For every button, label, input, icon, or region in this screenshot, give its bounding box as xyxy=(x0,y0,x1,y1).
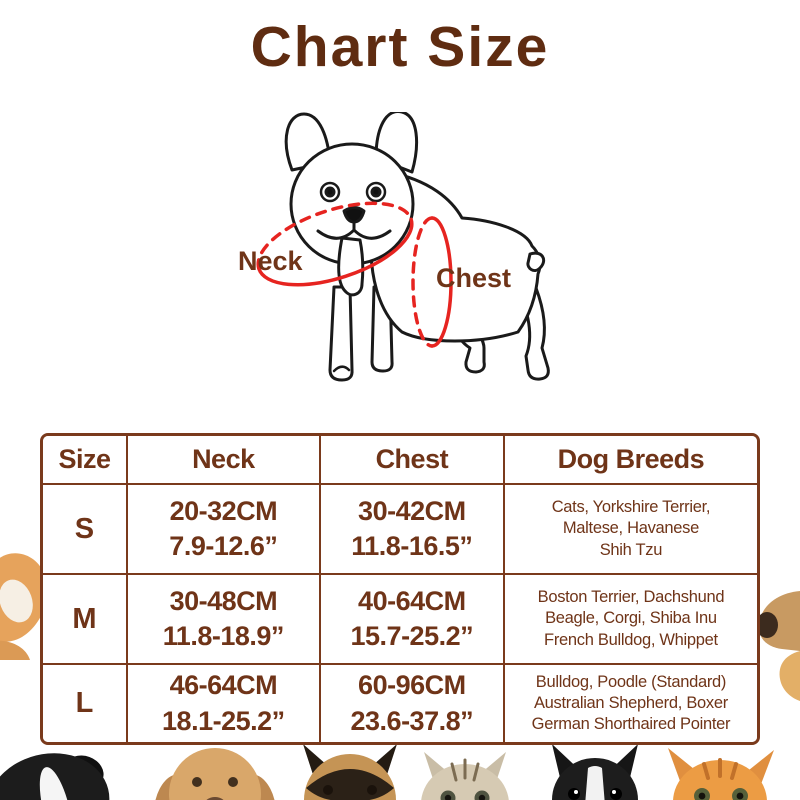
dog-pupil xyxy=(324,186,336,198)
cell-neck-s: 20-32CM 7.9-12.6” xyxy=(127,485,321,575)
neck-cm-value: 30-48CM xyxy=(169,585,278,616)
front-leg xyxy=(328,285,354,382)
photo-boston-terrier xyxy=(552,744,638,800)
chest-cm-value: 40-64CM xyxy=(358,585,466,616)
neck-in-value: 18.1-25.2” xyxy=(162,705,285,736)
photo-german-shepherd xyxy=(303,744,397,800)
rear-leg xyxy=(516,285,550,381)
orange-cat-edge-photo xyxy=(0,553,47,660)
breeds-line: French Bulldog, Whippet xyxy=(544,630,718,649)
dog-pupil xyxy=(370,186,382,198)
cell-chest-m: 40-64CM 15.7-25.2” xyxy=(320,575,505,665)
header-chest: Chest xyxy=(320,436,505,485)
paw-line xyxy=(332,365,351,373)
cell-neck-l: 46-64CM 18.1-25.2” xyxy=(127,665,321,742)
neck-cm-value: 20-32CM xyxy=(169,495,278,526)
chest-in-value: 23.6-37.8” xyxy=(350,705,474,736)
neck-in-value: 7.9-12.6” xyxy=(169,531,278,561)
size-table: Size Neck Chest Dog Breeds S 20-32CM 7.9… xyxy=(40,433,760,745)
breeds-line: Shih Tzu xyxy=(599,540,663,559)
breeds-line: Beagle, Corgi, Shiba Inu xyxy=(545,609,717,628)
header-dog-breeds: Dog Breeds xyxy=(504,436,757,485)
french-bulldog-outline-illustration xyxy=(256,112,550,382)
photo-tan-puppy xyxy=(153,748,277,800)
cell-breeds-l: Bulldog, Poodle (Standard) Australian Sh… xyxy=(504,665,757,742)
dog-measurement-diagram: Neck Chest xyxy=(230,112,570,412)
photo-orange-kitten xyxy=(668,748,774,800)
cell-size-s: S xyxy=(43,485,128,575)
dog-snout-edge-photo xyxy=(756,591,800,701)
photo-border-collie xyxy=(0,753,110,800)
neck-measure-ellipse xyxy=(256,201,414,287)
cell-size-m: M xyxy=(43,575,128,665)
breeds-line: German Shorthaired Pointer xyxy=(531,715,731,734)
cell-chest-s: 30-42CM 11.8-16.5” xyxy=(320,485,505,575)
dog-tongue xyxy=(337,236,365,297)
dog-tail xyxy=(526,251,546,272)
breeds-line: Maltese, Havanese xyxy=(562,519,700,538)
pets-photo-strip xyxy=(0,744,774,800)
dog-nose xyxy=(342,206,366,224)
neck-label: Neck xyxy=(238,246,303,276)
photo-tabby-kitten xyxy=(421,752,509,800)
breeds-line: Cats, Yorkshire Terrier, xyxy=(551,498,711,517)
header-neck: Neck xyxy=(127,436,321,485)
cell-size-l: L xyxy=(43,665,128,742)
chest-in-value: 15.7-25.2” xyxy=(350,621,474,651)
chest-cm-value: 30-42CM xyxy=(358,495,466,526)
chest-measure-ellipse xyxy=(411,216,453,348)
neck-cm-value: 46-64CM xyxy=(169,670,278,701)
breeds-line: Australian Shepherd, Boxer xyxy=(533,693,728,712)
chest-label: Chest xyxy=(436,263,512,293)
header-size: Size xyxy=(43,436,128,485)
breeds-line: Boston Terrier, Dachshund xyxy=(537,588,725,607)
page-title: Chart Size xyxy=(250,15,550,79)
neck-in-value: 11.8-18.9” xyxy=(162,621,285,651)
cell-chest-l: 60-96CM 23.6-37.8” xyxy=(320,665,505,742)
chest-in-value: 11.8-16.5” xyxy=(351,531,473,561)
dog-mouth xyxy=(316,220,392,240)
breeds-line: Bulldog, Poodle (Standard) xyxy=(535,672,727,691)
cell-breeds-m: Boston Terrier, Dachshund Beagle, Corgi,… xyxy=(504,575,757,665)
chest-cm-value: 60-96CM xyxy=(358,670,466,701)
cell-breeds-s: Cats, Yorkshire Terrier, Maltese, Havane… xyxy=(504,485,757,575)
cell-neck-m: 30-48CM 11.8-18.9” xyxy=(127,575,321,665)
